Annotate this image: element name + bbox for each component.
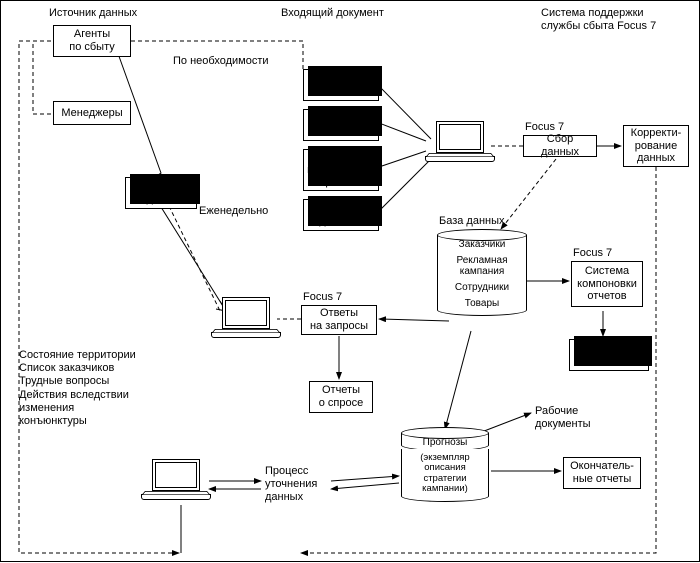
- label-as-needed: По необходимости: [173, 55, 269, 68]
- database-icon: Заказчики Рекламная кампания Сотрудники …: [437, 229, 527, 316]
- doc-action-report: Отчет о действиях: [303, 199, 379, 231]
- box-query-answers: Ответы на запросы: [301, 305, 377, 335]
- box-data-collection: Сбор данных: [523, 135, 597, 157]
- label-work-docs: Рабочие документы: [535, 405, 591, 431]
- box-data-correction: Корректи- рование данных: [623, 125, 689, 167]
- label-refine-process: Процесс уточнения данных: [265, 465, 317, 505]
- doc-market-changes: Изменения конъюнктуры рынка: [303, 149, 379, 191]
- forecast-subtitle: (экземпляр описания стратегии кампании): [401, 449, 489, 502]
- doc-campaign-strategy: Стратегия кампаний: [303, 109, 379, 141]
- label-focus7-reports: Focus 7: [573, 247, 612, 260]
- forecast-db-icon: Прогнозы (экземпляр описания стратегии к…: [401, 427, 489, 502]
- label-database: База данных: [439, 215, 505, 228]
- label-focus7-collect: Focus 7: [525, 121, 564, 134]
- box-report-system: Система компоновки отчетов: [571, 261, 643, 307]
- header-system: Система поддержки службы сбыта Focus 7: [541, 7, 656, 33]
- label-weekly: Еженедельно: [199, 205, 268, 218]
- box-final-reports: Окончатель- ные отчеты: [563, 457, 641, 489]
- doc-monthly-reports: Ежемесячные отчеты: [569, 339, 649, 371]
- doc-customer-desc: Описания заказчиков: [303, 69, 379, 101]
- box-agents: Агенты по сбыту: [53, 25, 131, 57]
- db-goods: Товары: [437, 294, 527, 316]
- laptop-icon-3: [141, 459, 211, 509]
- diagram-canvas: Источник данных Входящий документ Систем…: [0, 0, 700, 562]
- label-focus7-answers: Focus 7: [303, 291, 342, 304]
- box-data-request: Запрос о данных: [125, 177, 197, 209]
- box-demand-reports: Отчеты о спросе: [309, 381, 373, 413]
- label-territory-list: Состояние территории Список заказчиков Т…: [19, 349, 136, 428]
- laptop-icon-1: [425, 121, 495, 171]
- box-managers: Менеджеры: [53, 101, 131, 125]
- header-source: Источник данных: [49, 7, 137, 20]
- laptop-icon-2: [211, 297, 281, 347]
- header-input-doc: Входящий документ: [281, 7, 384, 20]
